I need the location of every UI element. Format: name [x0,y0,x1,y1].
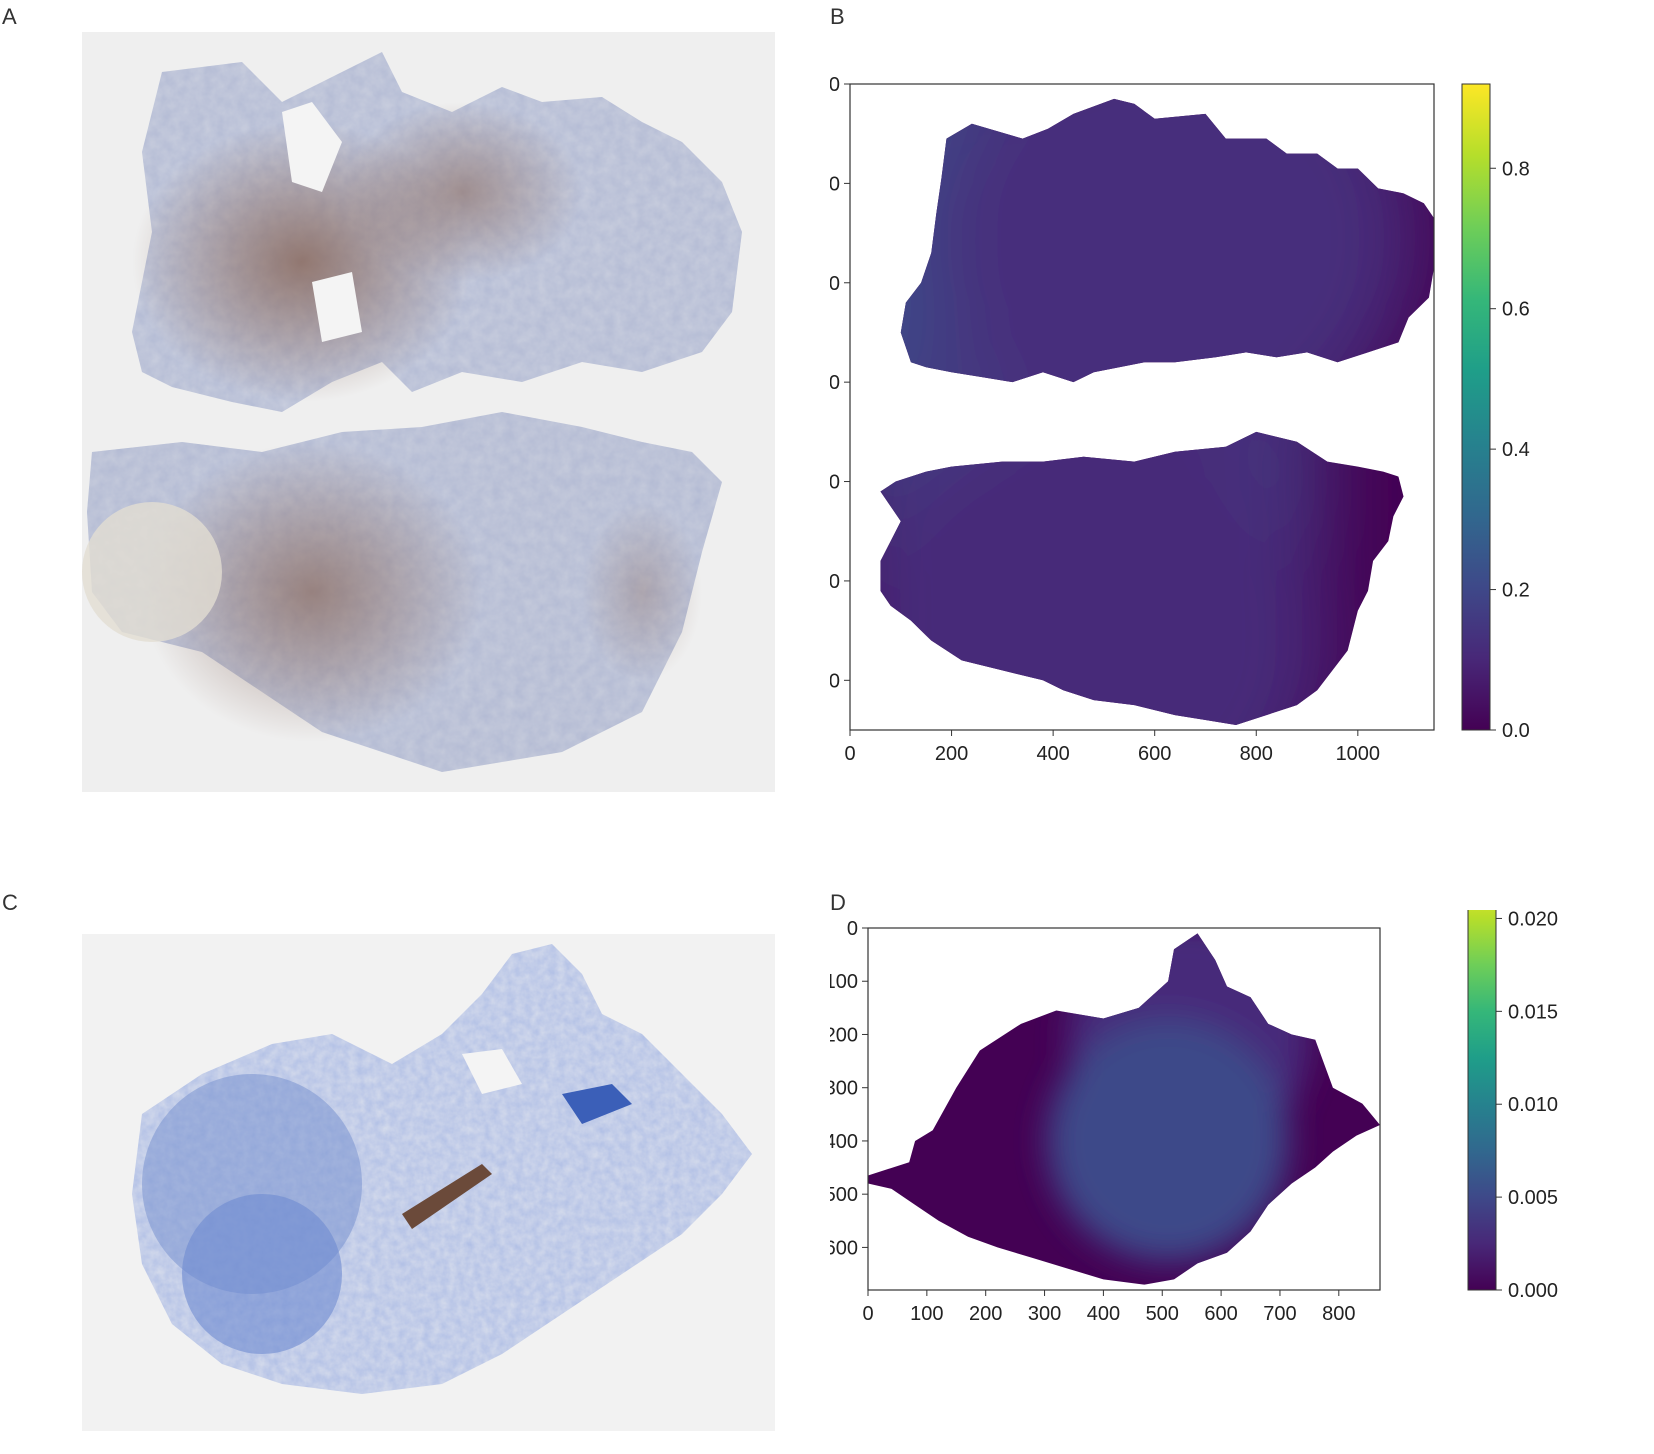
colorbar-tick-label: 0.020 [1508,910,1558,930]
heatmap-field [868,933,1380,1285]
x-tick-label: 400 [1036,743,1069,765]
colorbar-tick-label: 0.010 [1508,1094,1558,1116]
x-tick-label: 600 [1138,743,1171,765]
colorbar-tick-label: 0.015 [1508,1001,1558,1023]
heatmap-hotspot-3 [933,98,1417,468]
x-tick-label: 200 [969,1303,1002,1325]
colorbar-tick-label: 0.8 [1502,158,1530,180]
y-tick-label: 0 [830,74,840,96]
y-tick-label: 1000 [830,571,840,593]
y-tick-label: 400 [830,1131,858,1153]
x-tick-label: 100 [910,1303,943,1325]
x-tick-label: 1000 [1336,743,1381,765]
colorbar-tick-label: 0.2 [1502,580,1530,602]
panel-label-c: C [2,890,18,915]
y-tick-label: 500 [830,1184,858,1206]
x-tick-label: 200 [935,743,968,765]
x-tick-label: 0 [862,1303,873,1325]
x-tick-label: 800 [1240,743,1273,765]
heatmap-hotspot-4 [880,410,1331,726]
heatmap-d: 0 100 200 300 400 500 600 700 800 0 100 200 300 400 50… [830,910,1558,1325]
y-tick-label: 400 [830,273,840,295]
y-tick-label: 100 [830,971,858,993]
y-tick-label: 300 [830,1078,858,1100]
y-tick-label: 600 [830,1237,858,1259]
x-tick-label: 600 [1204,1303,1237,1325]
colorbar-tick-label: 0.0 [1502,720,1530,742]
y-tick-label: 800 [830,472,840,494]
panel-label-b: B [830,4,845,29]
tissue-slide-image-c [82,934,775,1431]
plot-frame [849,83,1435,731]
y-tick-label: 600 [830,372,840,394]
y-tick-label: 200 [830,1024,858,1046]
x-tick-label: 300 [1028,1303,1061,1325]
plot-frame [867,927,1381,1291]
x-tick-label: 700 [1263,1303,1296,1325]
tissue-slide-image-a [82,32,775,792]
heatmap-b: 0 200 400 600 800 1000 0 200 400 600 800 1000 1200 0.… [830,74,1530,765]
heatmap-hotspot-2 [1047,1020,1289,1262]
y-tick-label: 0 [847,918,858,940]
x-tick-label: 500 [1146,1303,1179,1325]
colorbar-tick-label: 0.4 [1502,439,1530,461]
x-tick-label: 800 [1322,1303,1355,1325]
y-tick-label: 200 [830,173,840,195]
heatmap-field [880,98,1434,726]
y-tick-label: 1200 [830,670,840,692]
colorbar [1467,910,1497,1291]
x-tick-label: 400 [1087,1303,1120,1325]
colorbar [1461,83,1491,731]
colorbar-tick-label: 0.000 [1508,1280,1558,1302]
x-tick-label: 0 [844,743,855,765]
colorbar-tick-label: 0.6 [1502,299,1530,321]
colorbar-tick-label: 0.005 [1508,1187,1558,1209]
panel-label-a: A [2,4,17,29]
panel-label-d: D [830,890,846,915]
